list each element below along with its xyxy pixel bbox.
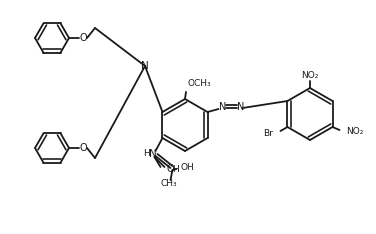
Text: O: O — [79, 143, 87, 153]
Text: OH: OH — [180, 164, 194, 172]
Text: NO₂: NO₂ — [347, 128, 364, 136]
Text: O: O — [79, 33, 87, 43]
Text: N: N — [219, 102, 226, 112]
Text: CH₃: CH₃ — [160, 179, 177, 189]
Text: OCH₃: OCH₃ — [188, 79, 212, 88]
Text: N: N — [237, 102, 244, 112]
Text: H: H — [143, 150, 150, 158]
Text: N: N — [149, 149, 156, 159]
Text: H: H — [172, 165, 179, 173]
Text: Br: Br — [264, 128, 273, 138]
Text: NO₂: NO₂ — [301, 70, 319, 80]
Text: N: N — [141, 61, 149, 71]
Text: O: O — [167, 164, 174, 174]
